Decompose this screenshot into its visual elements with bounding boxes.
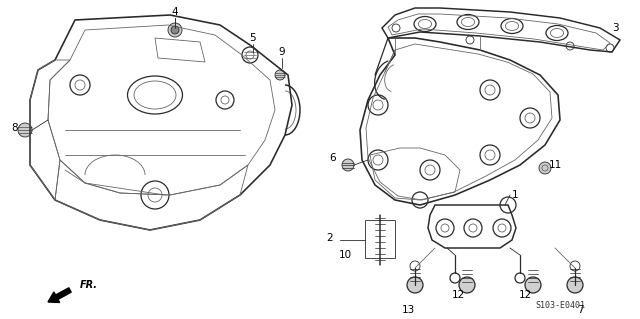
Text: 8: 8 xyxy=(12,123,19,133)
Circle shape xyxy=(539,162,551,174)
Text: 6: 6 xyxy=(330,153,336,163)
Text: 7: 7 xyxy=(577,305,583,315)
Text: FR.: FR. xyxy=(80,280,98,290)
FancyArrow shape xyxy=(48,288,71,302)
Text: 3: 3 xyxy=(612,23,618,33)
Text: 4: 4 xyxy=(172,7,179,17)
Circle shape xyxy=(171,26,179,34)
Circle shape xyxy=(168,23,182,37)
Text: 10: 10 xyxy=(339,250,351,260)
Text: 5: 5 xyxy=(250,33,256,43)
Text: 12: 12 xyxy=(518,290,532,300)
Circle shape xyxy=(459,277,475,293)
Circle shape xyxy=(407,277,423,293)
Text: 1: 1 xyxy=(512,190,518,200)
Circle shape xyxy=(567,277,583,293)
Text: 2: 2 xyxy=(326,233,333,243)
Circle shape xyxy=(342,159,354,171)
Text: 11: 11 xyxy=(548,160,562,170)
Circle shape xyxy=(275,70,285,80)
Circle shape xyxy=(525,277,541,293)
Text: 12: 12 xyxy=(451,290,465,300)
Text: 9: 9 xyxy=(278,47,285,57)
Circle shape xyxy=(18,123,32,137)
Text: 13: 13 xyxy=(401,305,415,315)
Text: S103-E0401: S103-E0401 xyxy=(535,300,585,309)
